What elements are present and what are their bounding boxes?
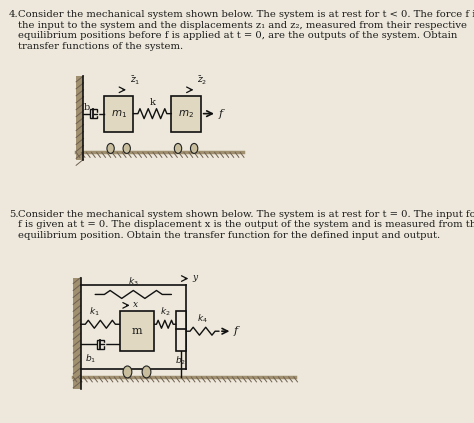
Text: transfer functions of the system.: transfer functions of the system. bbox=[18, 41, 182, 51]
Bar bbox=[76, 76, 83, 160]
Text: Consider the mechanical system shown below. The system is at rest for t = 0. The: Consider the mechanical system shown bel… bbox=[18, 210, 474, 219]
Text: $b_1$: $b_1$ bbox=[85, 352, 96, 365]
Circle shape bbox=[191, 143, 198, 154]
Text: k: k bbox=[149, 98, 155, 107]
Text: f is given at t = 0. The displacement x is the output of the system and is measu: f is given at t = 0. The displacement x … bbox=[18, 220, 474, 229]
Circle shape bbox=[123, 143, 130, 154]
Text: equilibrium position. Obtain the transfer function for the defined input and out: equilibrium position. Obtain the transfe… bbox=[18, 231, 440, 240]
Bar bbox=[120, 311, 154, 351]
Text: $b_2$: $b_2$ bbox=[175, 354, 186, 367]
Bar bbox=[104, 96, 133, 132]
Bar bbox=[172, 96, 201, 132]
Text: y: y bbox=[192, 273, 197, 282]
Bar bbox=[90, 109, 97, 118]
Text: f: f bbox=[219, 109, 222, 118]
Circle shape bbox=[123, 366, 132, 378]
Circle shape bbox=[107, 143, 114, 154]
Bar bbox=[97, 340, 104, 349]
Text: f: f bbox=[234, 326, 238, 336]
Text: $k_3$: $k_3$ bbox=[128, 276, 139, 288]
Text: equilibrium positions before f is applied at t = 0, are the outputs of the syste: equilibrium positions before f is applie… bbox=[18, 31, 457, 40]
Text: $k_1$: $k_1$ bbox=[89, 306, 100, 318]
Text: b: b bbox=[84, 103, 90, 112]
Text: x: x bbox=[133, 300, 138, 309]
Bar bbox=[73, 277, 81, 389]
Text: $k_4$: $k_4$ bbox=[197, 313, 208, 325]
Text: $\bar{z}_2$: $\bar{z}_2$ bbox=[197, 74, 207, 87]
Text: Consider the mechanical system shown below. The system is at rest for t < 0. The: Consider the mechanical system shown bel… bbox=[18, 10, 474, 19]
Circle shape bbox=[142, 366, 151, 378]
Circle shape bbox=[174, 143, 182, 154]
Text: the input to the system and the displacements z₁ and z₂, measured from their res: the input to the system and the displace… bbox=[18, 21, 466, 30]
Text: $m_1$: $m_1$ bbox=[110, 108, 127, 120]
Text: 5.: 5. bbox=[9, 210, 18, 219]
Bar bbox=[176, 311, 186, 351]
Text: 4.: 4. bbox=[9, 10, 18, 19]
Text: $m_2$: $m_2$ bbox=[178, 108, 194, 120]
Text: $k_2$: $k_2$ bbox=[160, 306, 170, 318]
Text: $\bar{z}_1$: $\bar{z}_1$ bbox=[130, 74, 140, 87]
Text: m: m bbox=[132, 326, 142, 336]
